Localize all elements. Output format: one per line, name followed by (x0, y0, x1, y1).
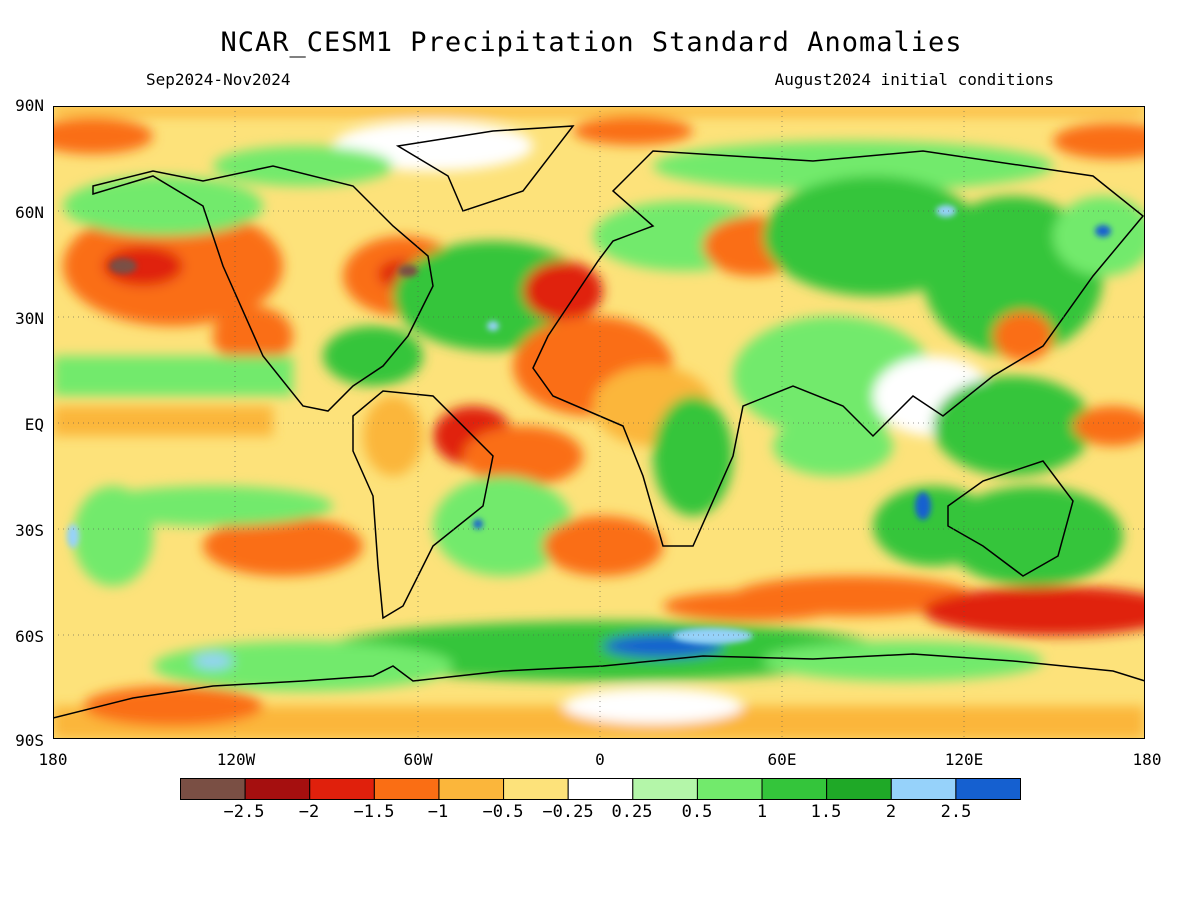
initial-conditions-label: August2024 initial conditions (774, 70, 1054, 89)
lon-label-180e: 180 (1132, 750, 1162, 769)
lat-label-30s: 30S (15, 521, 44, 540)
lon-label-60w: 60W (403, 750, 433, 769)
colorbar (180, 778, 1021, 800)
lat-label-90n: 90N (15, 96, 44, 115)
coast-australia (947, 460, 1074, 577)
colorbar-swatch (309, 778, 375, 800)
coast-antarctica (53, 653, 1145, 719)
anomaly-map (53, 106, 1145, 739)
colorbar-swatch (438, 778, 505, 800)
map-frame (53, 106, 1145, 739)
colorbar-swatch (696, 778, 763, 800)
coast-greenland (395, 125, 575, 212)
lat-label-eq: EQ (24, 415, 44, 434)
colorbar-swatch (826, 778, 892, 800)
colorbar-swatch (503, 778, 569, 800)
colorbar-swatch (632, 778, 698, 800)
lat-label-90s: 90S (15, 731, 44, 750)
colorbar-swatch (244, 778, 311, 800)
lat-label-60n: 60N (15, 203, 44, 222)
lon-label-180w: 180 (38, 750, 68, 769)
lon-label-0: 0 (595, 750, 605, 769)
coast-africa-eurasia (532, 150, 1145, 547)
colorbar-swatch (761, 778, 828, 800)
colorbar-swatch (890, 778, 957, 800)
colorbar-swatch (567, 778, 634, 800)
colorbar-label: −1.5 (353, 802, 395, 822)
lon-label-120e: 120E (944, 750, 984, 769)
coastlines (53, 125, 1145, 719)
chart-title: NCAR_CESM1 Precipitation Standard Anomal… (220, 27, 963, 58)
colorbar-label: 0.5 (681, 802, 713, 822)
colorbar-label: 1 (756, 802, 768, 822)
anomaly-field (53, 106, 1145, 739)
colorbar-label: 0.25 (611, 802, 653, 822)
colorbar-label: −1 (427, 802, 449, 822)
lat-label-60s: 60S (15, 627, 44, 646)
lat-label-30n: 30N (15, 309, 44, 328)
coast-north-america (92, 165, 434, 412)
colorbar-swatch (180, 778, 246, 800)
colorbar-label: −0.25 (542, 802, 594, 822)
colorbar-label: −2 (298, 802, 320, 822)
colorbar-label: 1.5 (810, 802, 842, 822)
lon-label-120w: 120W (216, 750, 256, 769)
colorbar-label: −0.5 (482, 802, 524, 822)
colorbar-label: 2.5 (940, 802, 972, 822)
colorbar-swatch (373, 778, 440, 800)
lon-label-60e: 60E (767, 750, 797, 769)
colorbar-swatch (955, 778, 1021, 800)
graticule (53, 106, 1145, 739)
colorbar-label: −2.5 (223, 802, 265, 822)
anomaly-extremes (67, 205, 1111, 644)
colorbar-label: 2 (885, 802, 897, 822)
forecast-season-label: Sep2024-Nov2024 (146, 70, 291, 89)
